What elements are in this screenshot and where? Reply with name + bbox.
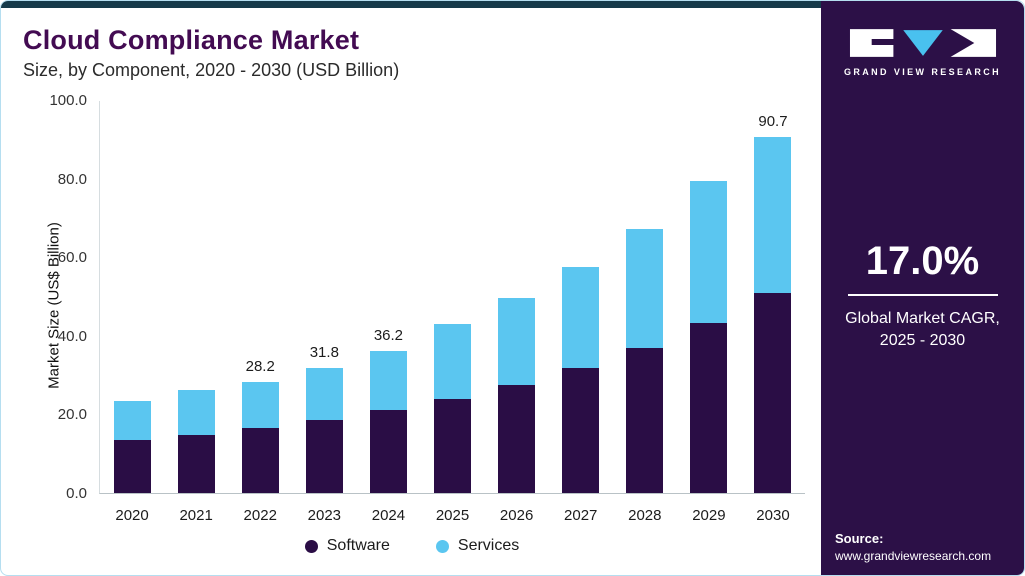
- bar-segment-services: [690, 180, 728, 324]
- bar-group-2025: 2025: [420, 101, 484, 524]
- bar-stack: [562, 267, 600, 493]
- x-axis-label: 2024: [371, 507, 406, 524]
- bar-value-label: 36.2: [373, 326, 404, 344]
- cagr-divider: [847, 294, 998, 296]
- bar-value-label: 28.2: [245, 358, 275, 376]
- bar-segment-software: [754, 292, 792, 493]
- bar-segment-services: [177, 390, 215, 435]
- x-axis-label: 2029: [692, 507, 726, 524]
- bar-stack: [177, 390, 215, 493]
- x-axis-label: 2027: [564, 507, 598, 524]
- services-legend-dot-icon: [435, 539, 449, 553]
- x-axis-label: 2023: [307, 507, 342, 524]
- legend-label-services: Services: [457, 537, 520, 554]
- bar-segment-software: [305, 419, 343, 493]
- chart-title: Cloud Compliance Market: [23, 25, 360, 55]
- bar-segment-services: [754, 136, 792, 293]
- x-axis-label: 2030: [756, 507, 790, 524]
- y-axis-tick-label: 20.0: [57, 406, 87, 424]
- x-axis-label: 2021: [179, 507, 213, 524]
- source-url[interactable]: www.grandviewresearch.com: [835, 549, 992, 563]
- bar-stack: [305, 368, 343, 493]
- bar-group-2020: 2020: [100, 101, 164, 524]
- y-axis: 100.0 80.0 60.0 40.0 20.0 0.0: [41, 92, 93, 502]
- source-label: Source:: [835, 531, 884, 546]
- bar-segment-software: [562, 368, 600, 493]
- bar-segment-services: [498, 298, 536, 385]
- x-axis-label: 2026: [499, 507, 534, 524]
- bar-segment-services: [434, 324, 472, 399]
- chart-legend: Software Services: [1, 537, 823, 555]
- software-legend-dot-icon: [304, 539, 318, 553]
- sidebar: GRAND VIEW RESEARCH 17.0% Global Market …: [821, 1, 1024, 575]
- bar-group-2024: 36.2 2024: [356, 101, 420, 524]
- cagr-label-line2: 2025 - 2030: [879, 331, 966, 349]
- bar-value-label: 90.7: [758, 112, 788, 130]
- cagr-block: 17.0% Global Market CAGR, 2025 - 2030: [821, 239, 1024, 351]
- bar-stack: [690, 180, 728, 493]
- cagr-label-line1: Global Market CAGR,: [845, 310, 1000, 327]
- grand-view-research-logo-icon: [849, 29, 996, 57]
- source-block: Source: www.grandviewresearch.com: [835, 531, 991, 563]
- bar-segment-services: [626, 228, 664, 348]
- brand-logo: GRAND VIEW RESEARCH: [821, 27, 1024, 77]
- x-axis-label: 2022: [243, 507, 277, 524]
- bar-segment-services: [369, 350, 407, 410]
- bar-stack: [754, 136, 792, 493]
- bar-segment-software: [434, 398, 472, 493]
- chart-subtitle: Size, by Component, 2020 - 2030 (USD Bil…: [23, 60, 400, 80]
- bar-group-2028: 2028: [613, 101, 677, 524]
- bar-segment-software: [113, 440, 151, 493]
- legend-label-software: Software: [326, 537, 390, 554]
- legend-item-services: Services: [435, 537, 520, 555]
- plot-area: 2020 2021 28.2 2022 31.8 2023 36.2 2024 2025 2026…: [99, 101, 805, 524]
- bar-segment-software: [690, 323, 728, 493]
- bar-stack: [241, 382, 279, 493]
- x-axis-label: 2020: [115, 507, 149, 524]
- brand-logo-text: GRAND VIEW RESEARCH: [843, 67, 1002, 77]
- bar-group-2023: 31.8 2023: [292, 101, 356, 524]
- bar-segment-software: [626, 347, 664, 493]
- bar-segment-software: [177, 434, 215, 493]
- bar-stack: [369, 350, 407, 493]
- bar-segment-services: [113, 400, 151, 441]
- bar-stack: [626, 228, 664, 493]
- bar-stack: [113, 400, 151, 493]
- bar-stack: [498, 298, 536, 493]
- bar-segment-software: [241, 428, 279, 493]
- bar-group-2026: 2026: [485, 101, 549, 524]
- y-axis-tick-label: 60.0: [57, 249, 87, 267]
- y-axis-tick-label: 40.0: [57, 327, 87, 345]
- bar-group-2029: 2029: [677, 101, 741, 524]
- x-axis-label: 2028: [628, 507, 662, 524]
- cagr-value: 17.0%: [865, 239, 980, 283]
- y-axis-tick-label: 0.0: [66, 485, 87, 502]
- bar-group-2021: 2021: [164, 101, 228, 524]
- legend-item-software: Software: [304, 537, 390, 555]
- bar-segment-services: [241, 382, 279, 429]
- x-axis-label: 2025: [435, 507, 470, 524]
- bar-stack: [434, 324, 472, 493]
- bar-group-2027: 2027: [549, 101, 613, 524]
- top-accent-bar: [1, 1, 821, 8]
- bar-value-label: 31.8: [309, 344, 339, 362]
- chart-header: Cloud Compliance Market Size, by Compone…: [23, 25, 399, 81]
- cagr-label: Global Market CAGR, 2025 - 2030: [821, 308, 1024, 351]
- y-axis-tick-label: 100.0: [49, 92, 87, 109]
- bar-segment-services: [305, 368, 343, 420]
- y-axis-tick-label: 80.0: [57, 170, 87, 188]
- bar-segment-software: [369, 409, 407, 493]
- bar-group-2030: 90.7 2030: [741, 101, 805, 524]
- bar-segment-services: [562, 267, 600, 369]
- bar-group-2022: 28.2 2022: [228, 101, 292, 524]
- bar-segment-software: [498, 384, 536, 493]
